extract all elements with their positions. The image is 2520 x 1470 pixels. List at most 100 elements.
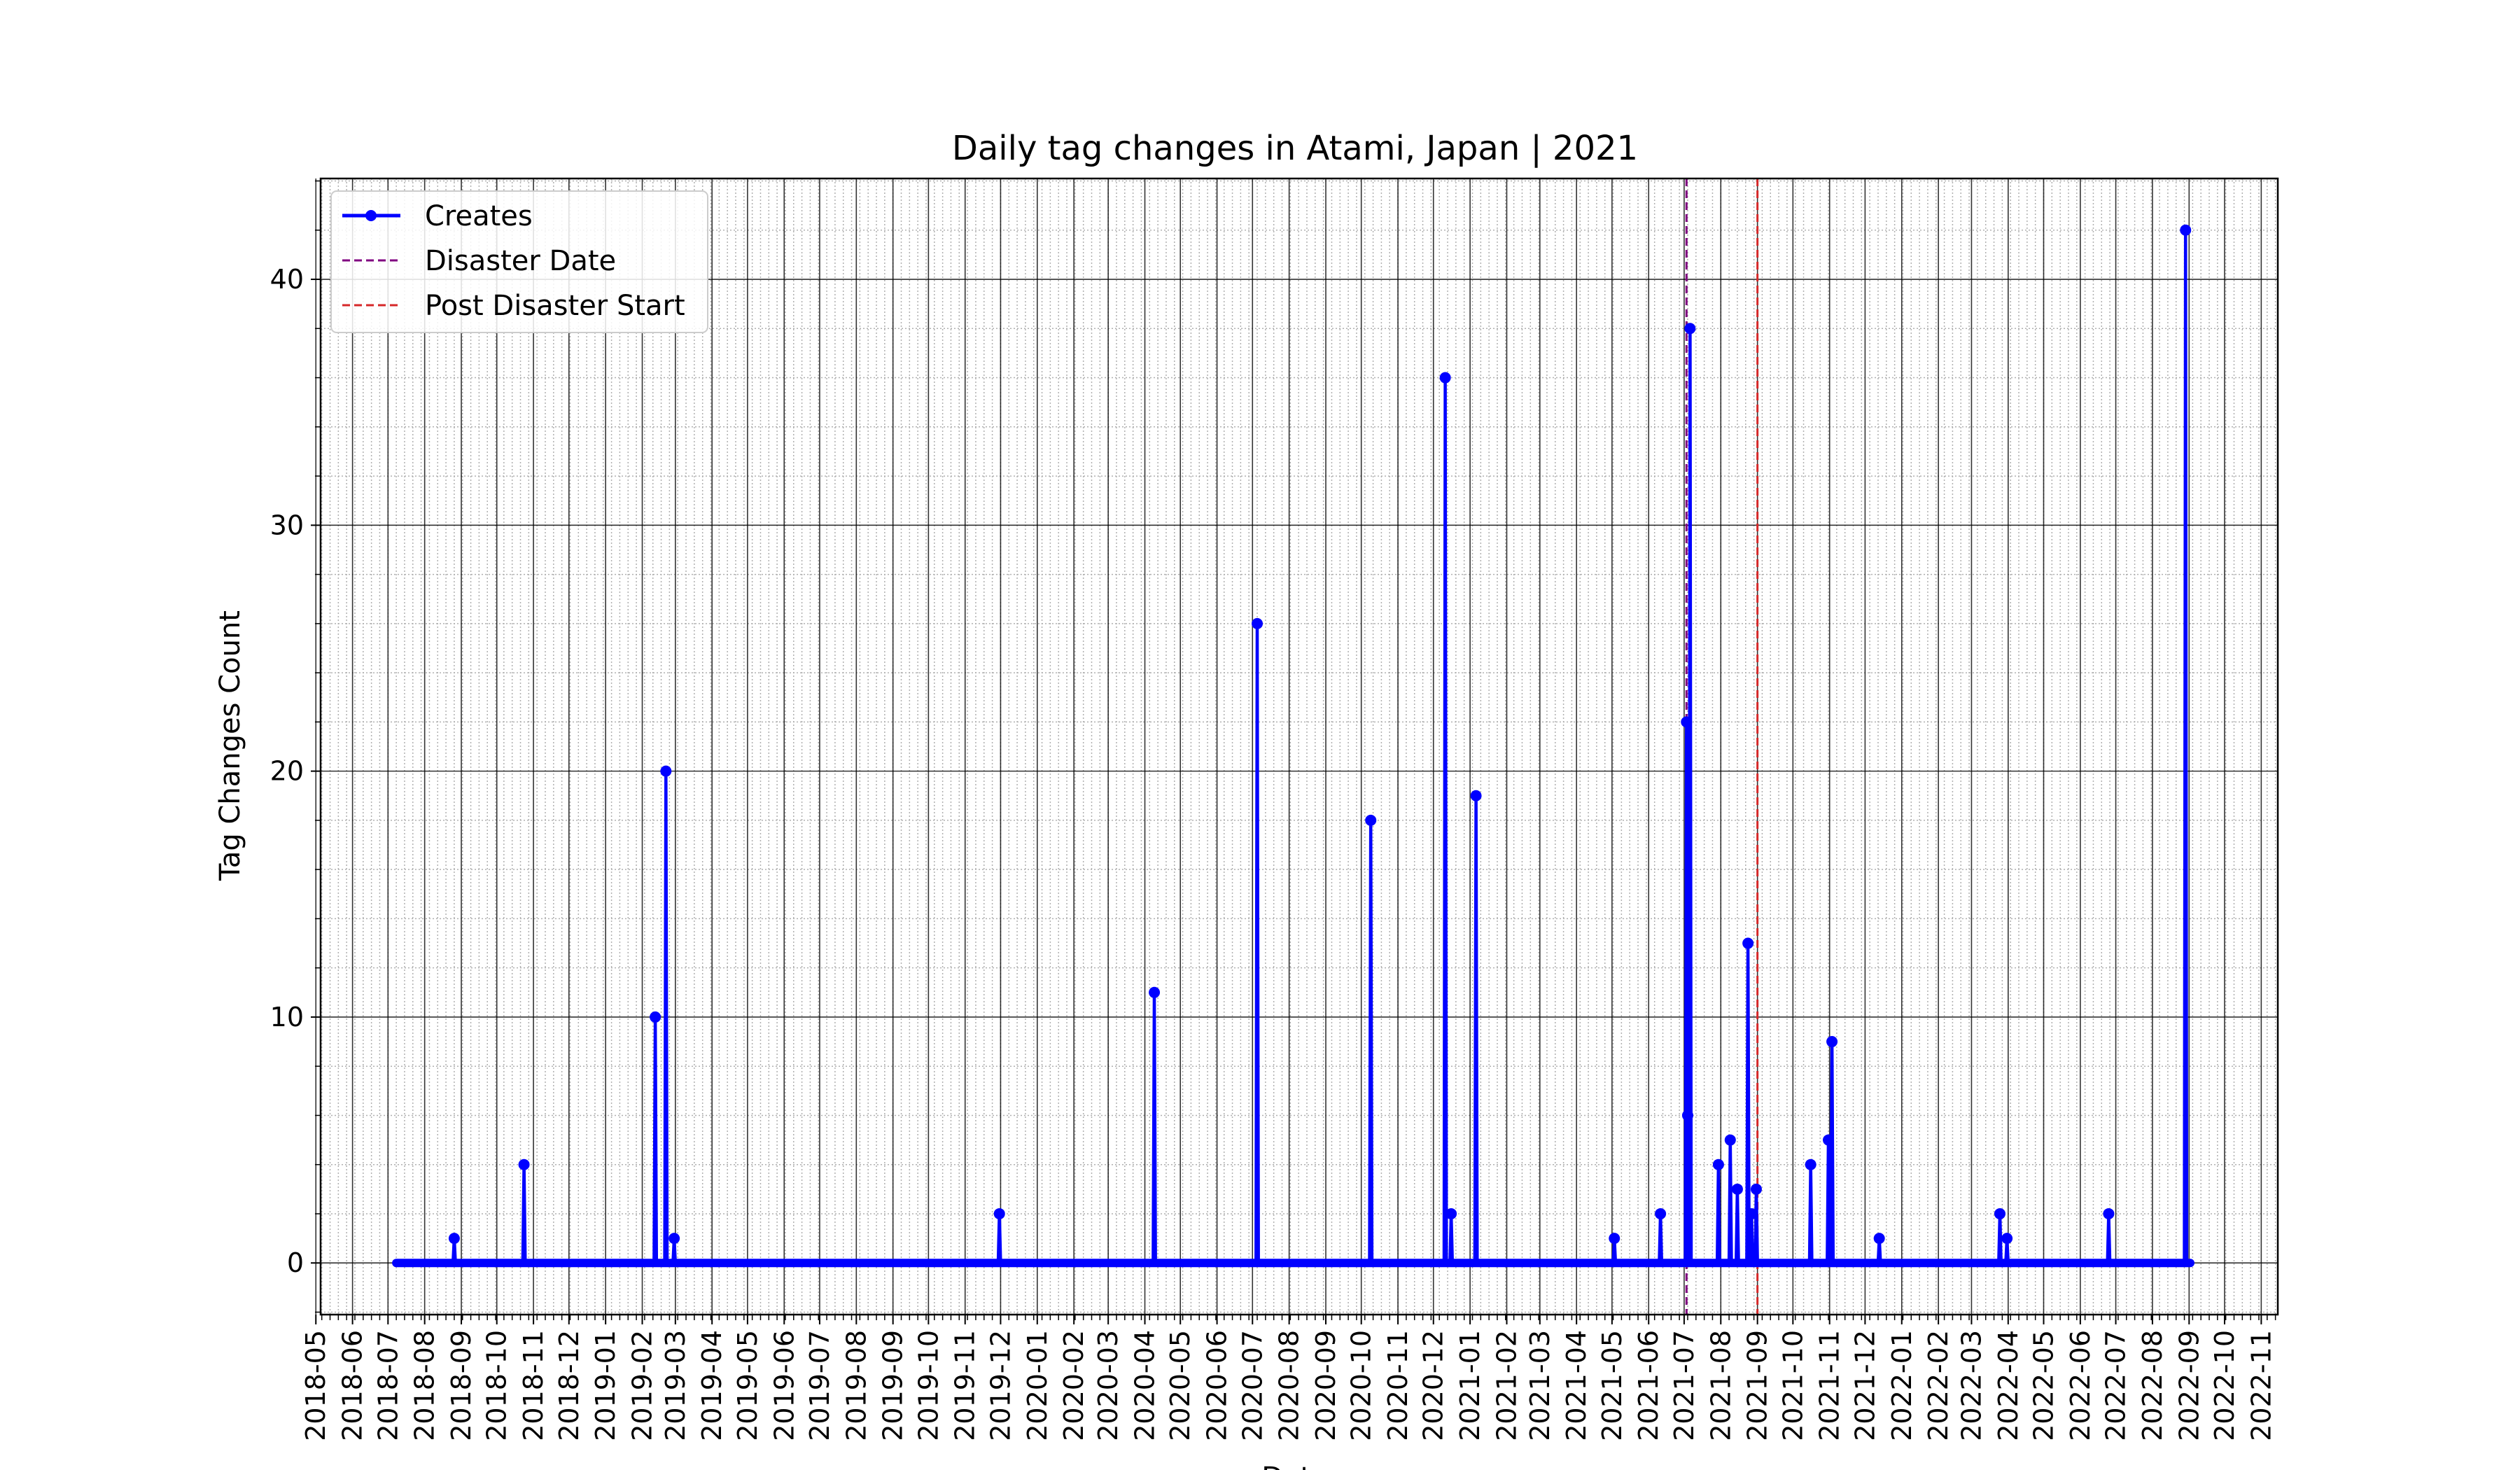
series-layer xyxy=(392,224,2194,1268)
x-tick-label: 2019-12 xyxy=(985,1330,1016,1441)
x-tick-label: 2021-03 xyxy=(1525,1330,1555,1441)
y-tick-label: 20 xyxy=(270,756,304,787)
x-tick-label: 2020-10 xyxy=(1346,1330,1377,1441)
data-point-creates xyxy=(518,1158,530,1170)
y-axis: 0 10 20 30 40 xyxy=(270,180,321,1313)
x-tick-label: 2020-08 xyxy=(1274,1330,1305,1441)
data-point-creates xyxy=(1446,1208,1457,1219)
data-point-creates xyxy=(1252,617,1264,629)
data-point-creates xyxy=(1712,1158,1724,1170)
y-tick-label: 30 xyxy=(270,510,304,540)
x-tick-label: 2021-05 xyxy=(1597,1330,1628,1441)
data-point-creates xyxy=(1681,1110,1693,1121)
y-tick-label: 40 xyxy=(270,264,304,295)
x-tick-label: 2022-08 xyxy=(2137,1330,2168,1441)
x-axis: 2018-05 2018-06 2018-07 2018-08 2018-09 2018-… xyxy=(300,1315,2276,1441)
x-tick-label: 2021-02 xyxy=(1491,1330,1522,1441)
x-tick-label: 2021-11 xyxy=(1814,1330,1845,1441)
x-tick-label: 2020-07 xyxy=(1237,1330,1268,1441)
x-tick-label: 2019-04 xyxy=(696,1330,727,1441)
x-tick-label: 2022-07 xyxy=(2101,1330,2132,1441)
x-tick-label: 2019-09 xyxy=(878,1330,909,1441)
data-point-creates xyxy=(1470,790,1482,802)
x-tick-label: 2021-04 xyxy=(1561,1330,1592,1441)
data-point-creates xyxy=(650,1011,662,1023)
x-tick-label: 2019-08 xyxy=(841,1330,872,1441)
data-point-creates xyxy=(1439,372,1451,384)
data-point-creates xyxy=(1724,1134,1736,1146)
minor-grid xyxy=(321,178,2278,1315)
data-point-creates xyxy=(1655,1208,1667,1219)
data-point-creates xyxy=(1826,1036,1838,1048)
legend-label-post-disaster-start: Post Disaster Start xyxy=(425,290,685,322)
x-tick-label: 2019-07 xyxy=(804,1330,835,1441)
data-point-creates xyxy=(1994,1208,2005,1219)
data-point-creates xyxy=(1873,1233,1885,1245)
data-point-creates xyxy=(660,765,672,777)
x-tick-label: 2018-12 xyxy=(554,1330,584,1441)
x-tick-label: 2021-09 xyxy=(1742,1330,1773,1441)
x-tick-label: 2022-09 xyxy=(2174,1330,2204,1441)
x-tick-label: 2018-09 xyxy=(446,1330,477,1441)
major-grid xyxy=(315,178,2278,1315)
x-tick-label: 2021-12 xyxy=(1849,1330,1880,1441)
x-tick-label: 2020-11 xyxy=(1382,1330,1413,1441)
x-tick-label: 2019-03 xyxy=(660,1330,691,1441)
x-tick-label: 2018-06 xyxy=(337,1330,368,1441)
x-tick-label: 2021-07 xyxy=(1669,1330,1700,1441)
x-tick-label: 2021-06 xyxy=(1633,1330,1664,1441)
x-tick-label: 2022-10 xyxy=(2209,1330,2240,1441)
y-tick-label: 10 xyxy=(270,1002,304,1032)
data-point-creates xyxy=(1746,1208,1758,1219)
x-tick-label: 2022-04 xyxy=(1993,1330,2024,1441)
data-point-creates xyxy=(1731,1183,1743,1195)
y-tick-label: 0 xyxy=(287,1247,304,1278)
plot-frame xyxy=(319,177,2279,1316)
x-tick-label: 2019-11 xyxy=(950,1330,981,1441)
data-point-creates xyxy=(2103,1208,2115,1219)
x-tick-label: 2020-12 xyxy=(1418,1330,1449,1441)
x-tick-label: 2021-01 xyxy=(1455,1330,1485,1441)
x-tick-label: 2021-10 xyxy=(1777,1330,1808,1441)
x-tick-label: 2018-11 xyxy=(518,1330,549,1441)
y-axis-label: Tag Changes Count xyxy=(214,610,246,881)
data-point-creates xyxy=(993,1208,1005,1219)
x-tick-label: 2019-06 xyxy=(769,1330,799,1441)
x-tick-label: 2020-09 xyxy=(1310,1330,1341,1441)
x-tick-label: 2018-05 xyxy=(300,1330,331,1441)
data-point-creates xyxy=(2180,224,2192,236)
x-tick-label: 2020-03 xyxy=(1093,1330,1124,1441)
x-tick-label: 2018-08 xyxy=(410,1330,440,1441)
x-tick-label: 2019-10 xyxy=(913,1330,944,1441)
data-point-creates xyxy=(1823,1134,1835,1146)
legend: Creates Disaster Date Post Disaster Star… xyxy=(330,190,708,333)
data-point-creates xyxy=(1609,1233,1620,1245)
x-tick-label: 2022-11 xyxy=(2246,1330,2276,1441)
x-tick-label: 2020-06 xyxy=(1202,1330,1233,1441)
x-tick-label: 2022-01 xyxy=(1886,1330,1917,1441)
x-tick-label: 2020-01 xyxy=(1022,1330,1053,1441)
data-point-creates xyxy=(1681,716,1693,728)
x-tick-label: 2022-06 xyxy=(2065,1330,2096,1441)
data-point-creates xyxy=(2001,1233,2013,1245)
data-point-creates xyxy=(1149,986,1161,998)
data-point-creates xyxy=(1750,1183,1762,1195)
data-point-creates xyxy=(1684,323,1696,335)
series-creates-line xyxy=(396,228,2190,1265)
x-tick-label: 2020-02 xyxy=(1058,1330,1089,1441)
x-tick-label: 2018-10 xyxy=(482,1330,512,1441)
legend-marker-creates xyxy=(365,210,377,221)
data-point-creates xyxy=(1805,1158,1816,1170)
x-axis-label: Date xyxy=(1261,1462,1329,1470)
data-point-creates xyxy=(1365,814,1377,826)
legend-label-creates: Creates xyxy=(425,200,533,232)
x-tick-label: 2020-05 xyxy=(1165,1330,1196,1441)
x-tick-label: 2021-08 xyxy=(1705,1330,1736,1441)
x-tick-label: 2022-02 xyxy=(1923,1330,1954,1441)
x-tick-label: 2019-05 xyxy=(732,1330,763,1441)
x-tick-label: 2022-03 xyxy=(1956,1330,1987,1441)
legend-label-disaster-date: Disaster Date xyxy=(425,245,616,277)
data-point-creates xyxy=(448,1233,460,1245)
x-tick-label: 2022-05 xyxy=(2028,1330,2059,1441)
